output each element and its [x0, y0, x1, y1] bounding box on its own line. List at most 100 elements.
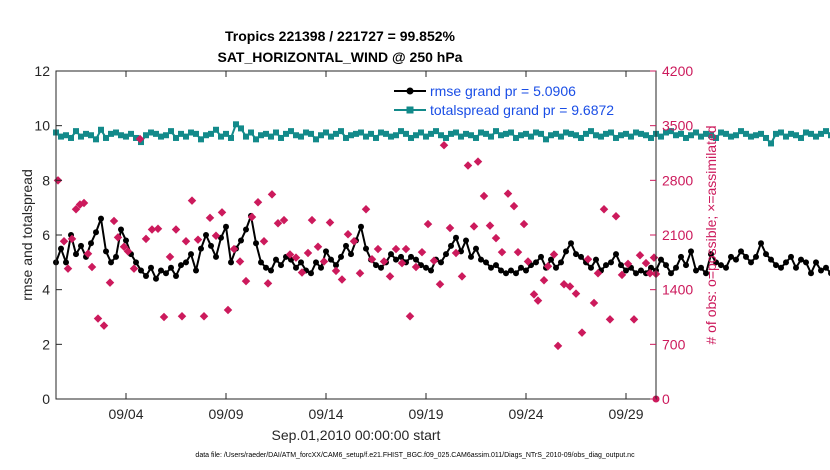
totalspread-point-31	[208, 130, 214, 137]
totalspread-point-40	[253, 136, 259, 143]
totalspread-point-32	[213, 126, 219, 133]
rmse-point-77	[438, 259, 444, 266]
rmse-point-97	[538, 253, 544, 260]
rmse-point-35	[228, 259, 234, 266]
obs-assimilated-point-104	[629, 315, 639, 324]
right-y-tick-label-2: 1400	[662, 282, 693, 298]
totalspread-point-48	[293, 132, 299, 139]
obs-assimilated-point-11	[105, 278, 115, 287]
totalspread-point-102	[563, 129, 569, 136]
totalspread-point-14	[123, 133, 129, 140]
totalspread-point-84	[473, 134, 479, 141]
rmse-point-116	[633, 270, 639, 277]
totalspread-point-146	[783, 133, 789, 140]
totalspread-point-6	[83, 130, 89, 137]
totalspread-point-53	[318, 132, 324, 139]
totalspread-point-94	[523, 130, 529, 137]
totalspread-point-59	[348, 132, 354, 139]
rmse-point-55	[328, 256, 334, 263]
chart-title-line-2: SAT_HORIZONTAL_WIND @ 250 hPa	[218, 49, 463, 65]
totalspread-point-150	[803, 129, 809, 136]
totalspread-point-116	[633, 129, 639, 136]
totalspread-point-1	[58, 133, 64, 140]
totalspread-point-62	[363, 133, 369, 140]
totalspread-point-108	[593, 132, 599, 139]
obs-assimilated-point-30	[211, 231, 221, 241]
rmse-point-45	[278, 262, 284, 269]
rmse-point-88	[493, 262, 499, 269]
totalspread-point-36	[233, 121, 239, 128]
rmse-point-7	[88, 240, 94, 247]
obs-assimilated-point-39	[263, 279, 273, 288]
totalspread-point-115	[628, 133, 634, 140]
totalspread-point-66	[383, 130, 389, 137]
totalspread-point-111	[608, 129, 614, 136]
rmse-point-37	[238, 237, 244, 244]
totalspread-point-70	[403, 130, 409, 137]
rmse-point-19	[148, 264, 154, 271]
rmse-point-144	[773, 262, 779, 269]
legend-box	[390, 79, 652, 119]
rmse-point-84	[473, 245, 479, 252]
x-tick-label-4: 09/24	[508, 406, 543, 422]
rmse-point-49	[298, 259, 304, 266]
obs-assimilated-point-75	[469, 222, 479, 231]
totalspread-point-126	[683, 134, 689, 141]
obs-assimilated-point-40	[267, 190, 277, 199]
left-y-axis-ticks: 0 2 4 6 8 10 12	[34, 63, 62, 407]
totalspread-point-140	[753, 132, 759, 139]
totalspread-point-27	[188, 129, 194, 136]
totalspread-point-118	[643, 132, 649, 139]
rmse-point-114	[623, 267, 629, 274]
x-tick-label-0: 09/04	[108, 406, 143, 422]
totalspread-point-85	[478, 129, 484, 136]
rmse-point-96	[533, 259, 539, 266]
rmse-point-34	[223, 223, 229, 230]
totalspread-point-26	[183, 133, 189, 140]
totalspread-point-55	[328, 133, 334, 140]
x-axis-label: Sep.01,2010 00:00:00 start	[272, 427, 441, 443]
totalspread-point-89	[498, 132, 504, 139]
right-y-tick-label-1: 700	[662, 336, 686, 352]
totalspread-point-22	[163, 132, 169, 139]
rmse-point-82	[463, 237, 469, 244]
totalspread-point-113	[618, 132, 624, 139]
rmse-point-32	[213, 253, 219, 260]
obs-assimilated-point-6	[79, 198, 89, 208]
totalspread-point-112	[613, 134, 619, 141]
rmse-point-62	[363, 245, 369, 252]
obs-assimilated-point-23	[171, 225, 181, 234]
rmse-point-119	[648, 264, 654, 271]
totalspread-point-20	[153, 130, 159, 137]
rmse-point-105	[578, 253, 584, 260]
rmse-point-20	[153, 275, 159, 282]
obs-assimilated-point-85	[523, 257, 533, 266]
obs-assimilated-point-73	[457, 272, 467, 281]
totalspread-point-132	[713, 134, 719, 141]
totalspread-point-46	[283, 130, 289, 137]
rmse-point-137	[738, 248, 744, 255]
totalspread-point-128	[693, 129, 699, 136]
totalspread-point-7	[88, 132, 94, 139]
rmse-point-52	[313, 259, 319, 266]
totalspread-point-109	[598, 133, 604, 140]
rmse-point-22	[163, 270, 169, 277]
obs-assimilated-point-51	[331, 266, 341, 276]
totalspread-point-50	[303, 129, 309, 136]
totalspread-point-61	[358, 129, 364, 136]
obs-assimilated-point-93	[565, 282, 575, 291]
totalspread-point-5	[78, 133, 84, 140]
totalspread-point-19	[148, 129, 154, 136]
totalspread-point-67	[388, 133, 394, 140]
totalspread-point-147	[788, 130, 794, 137]
legend-rmse-marker	[406, 87, 414, 95]
totalspread-point-144	[773, 130, 779, 137]
right-y-tick-label-5: 3500	[662, 118, 693, 134]
totalspread-point-54	[323, 129, 329, 136]
legend-spread-label: totalspread grand pr = 9.6872	[430, 102, 614, 118]
totalspread-point-86	[483, 130, 489, 137]
totalspread-point-82	[463, 130, 469, 137]
rmse-point-2	[63, 259, 69, 266]
totalspread-point-38	[243, 133, 249, 140]
obs-assimilated-point-1	[59, 237, 69, 246]
